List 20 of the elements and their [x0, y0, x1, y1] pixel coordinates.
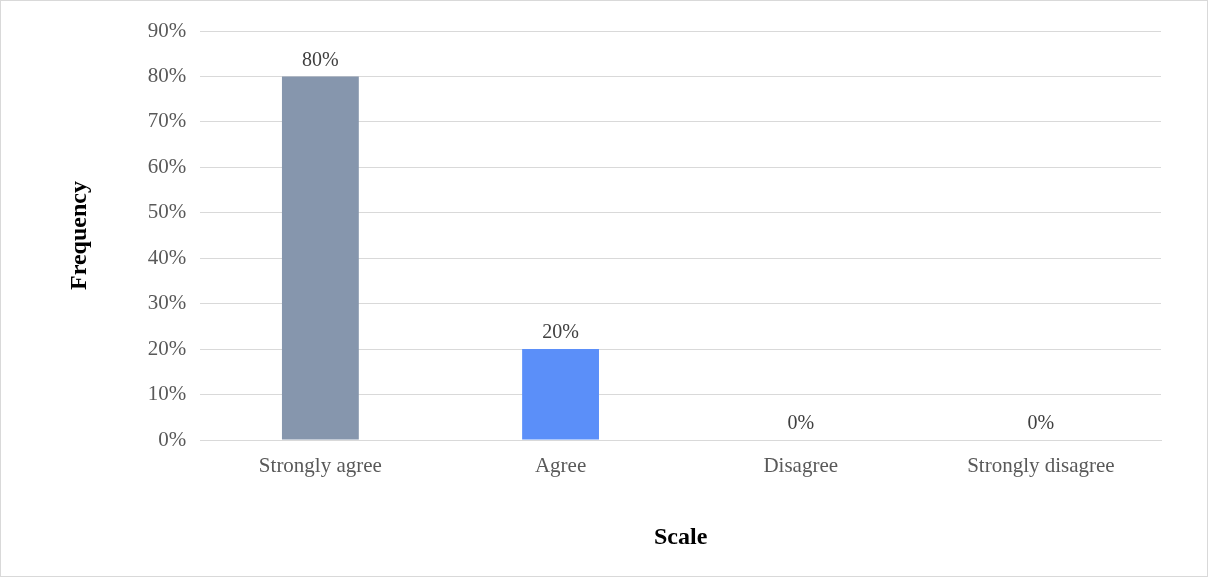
y-tick-label: 20%	[147, 335, 187, 360]
data-label: 0%	[787, 411, 815, 434]
y-tick-label: 10%	[147, 381, 187, 406]
x-tick-label: Agree	[534, 453, 587, 478]
data-label: 0%	[1027, 411, 1055, 434]
y-tick-label: 50%	[147, 199, 187, 224]
y-tick-label: 60%	[147, 153, 187, 178]
y-tick-label: 0%	[158, 426, 187, 451]
y-tick-label: 30%	[147, 290, 187, 315]
data-label: 80%	[302, 47, 339, 70]
y-tick-label: 80%	[147, 62, 187, 87]
y-axis-title: Frequency	[64, 181, 91, 290]
x-tick-label: Disagree	[763, 453, 839, 478]
x-axis-title: Scale	[653, 522, 708, 549]
data-label: 20%	[542, 320, 579, 343]
y-tick-label: 70%	[147, 108, 187, 133]
x-tick-label: Strongly disagree	[967, 453, 1115, 478]
y-tick-label: 90%	[147, 17, 187, 42]
y-tick-label: 40%	[147, 244, 187, 269]
x-tick-label: Strongly agree	[258, 453, 382, 478]
